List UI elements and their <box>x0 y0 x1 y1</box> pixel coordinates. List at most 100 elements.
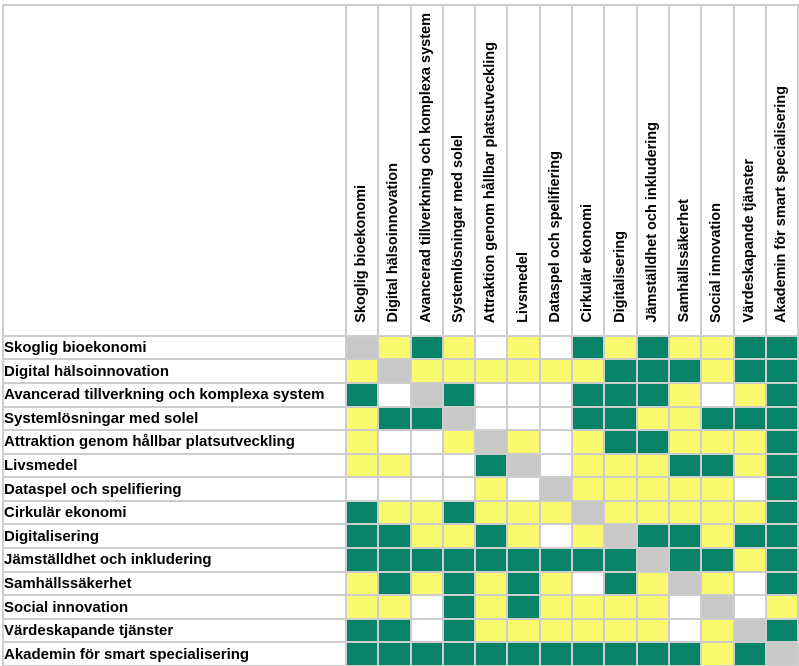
matrix-cell <box>474 381 509 408</box>
matrix-cell <box>635 381 670 408</box>
matrix-cell <box>667 334 703 361</box>
matrix-cell <box>732 547 767 573</box>
matrix-cell <box>409 594 444 620</box>
matrix-cell <box>538 452 574 479</box>
matrix-cell <box>571 523 606 550</box>
matrix-cell <box>538 429 574 455</box>
row-label-cell: Social innovation <box>2 594 347 620</box>
matrix-cell <box>377 547 412 573</box>
matrix-cell <box>474 570 509 597</box>
matrix-cell <box>635 476 670 502</box>
row-label-cell: Avancerad tillverkning och komplexa syst… <box>2 381 347 408</box>
column-header-cell: Skoglig bioekonomi <box>344 4 380 337</box>
matrix-cell <box>409 617 444 644</box>
matrix-cell <box>764 429 799 455</box>
matrix-cell <box>344 334 380 361</box>
matrix-cell <box>700 594 735 620</box>
matrix-cell <box>571 429 606 455</box>
matrix-cell <box>506 641 541 666</box>
matrix-cell <box>377 617 412 644</box>
row-label-cell: Digitalisering <box>2 523 347 550</box>
matrix-cell <box>700 641 735 666</box>
column-header-cell: Digitalisering <box>603 4 638 337</box>
matrix-cell <box>538 381 574 408</box>
matrix-cell <box>344 405 380 432</box>
matrix-cell <box>506 547 541 573</box>
matrix-cell <box>732 476 767 502</box>
matrix-cell <box>603 429 638 455</box>
matrix-cell <box>603 641 638 666</box>
matrix-row: Samhällssäkerhet <box>2 570 799 597</box>
matrix-cell <box>667 405 703 432</box>
matrix-cell <box>409 405 444 432</box>
matrix-cell <box>474 452 509 479</box>
matrix-cell <box>571 405 606 432</box>
matrix-cell <box>441 523 477 550</box>
matrix-cell <box>667 547 703 573</box>
matrix-cell <box>571 641 606 666</box>
column-header-cell: Attraktion genom hållbar platsutveckling <box>474 4 509 337</box>
column-header-label: Systemlösningar med solel <box>450 134 467 323</box>
row-label-cell: Jämställdhet och inkludering <box>2 547 347 573</box>
matrix-cell <box>538 499 574 526</box>
matrix-cell <box>635 334 670 361</box>
matrix-cell <box>635 594 670 620</box>
matrix-cell <box>344 476 380 502</box>
matrix-cell <box>474 358 509 384</box>
matrix-cell <box>506 381 541 408</box>
column-header-label: Jämställdhet och inkludering <box>643 122 660 323</box>
matrix-cell <box>700 547 735 573</box>
matrix-cell <box>667 641 703 666</box>
matrix-cell <box>700 358 735 384</box>
column-header-label: Avancerad tillverkning och komplexa syst… <box>417 13 434 323</box>
matrix-cell <box>700 334 735 361</box>
matrix-cell <box>409 641 444 666</box>
matrix-cell <box>764 523 799 550</box>
row-label-cell: Dataspel och spelifiering <box>2 476 347 502</box>
matrix-cell <box>474 594 509 620</box>
matrix-cell <box>344 641 380 666</box>
matrix-cell <box>700 499 735 526</box>
matrix-cell <box>700 452 735 479</box>
matrix-cell <box>506 476 541 502</box>
matrix-cell <box>474 334 509 361</box>
matrix-cell <box>506 452 541 479</box>
matrix-row: Social innovation <box>2 594 799 620</box>
matrix-cell <box>700 617 735 644</box>
matrix-cell <box>441 476 477 502</box>
matrix-cell <box>571 499 606 526</box>
column-header-cell: Avancerad tillverkning och komplexa syst… <box>409 4 444 337</box>
matrix-cell <box>571 570 606 597</box>
matrix-cell <box>635 570 670 597</box>
matrix-cell <box>667 570 703 597</box>
matrix-cell <box>344 570 380 597</box>
matrix-cell <box>409 570 444 597</box>
column-header-label: Attraktion genom hållbar platsutveckling <box>482 41 499 323</box>
matrix-cell <box>474 499 509 526</box>
matrix-cell <box>377 381 412 408</box>
matrix-cell <box>474 405 509 432</box>
matrix-cell <box>732 358 767 384</box>
matrix-cell <box>441 570 477 597</box>
matrix-cell <box>732 594 767 620</box>
row-label-cell: Akademin för smart specialisering <box>2 641 347 666</box>
column-header-cell: Cirkulär ekonomi <box>571 4 606 337</box>
matrix-cell <box>764 594 799 620</box>
column-header-label: Skoglig bioekonomi <box>353 184 370 323</box>
matrix-row: Dataspel och spelifiering <box>2 476 799 502</box>
matrix-cell <box>603 547 638 573</box>
matrix-cell <box>700 476 735 502</box>
matrix-row: Digital hälsoinnovation <box>2 358 799 384</box>
matrix-cell <box>732 499 767 526</box>
matrix-cell <box>441 381 477 408</box>
row-label-cell: Digital hälsoinnovation <box>2 358 347 384</box>
column-header-cell: Akademin för smart specialisering <box>764 4 799 337</box>
matrix-cell <box>603 405 638 432</box>
matrix-cell <box>409 476 444 502</box>
matrix-cell <box>732 429 767 455</box>
matrix-cell <box>700 405 735 432</box>
matrix-cell <box>732 452 767 479</box>
matrix-cell <box>344 594 380 620</box>
matrix-cell <box>667 358 703 384</box>
